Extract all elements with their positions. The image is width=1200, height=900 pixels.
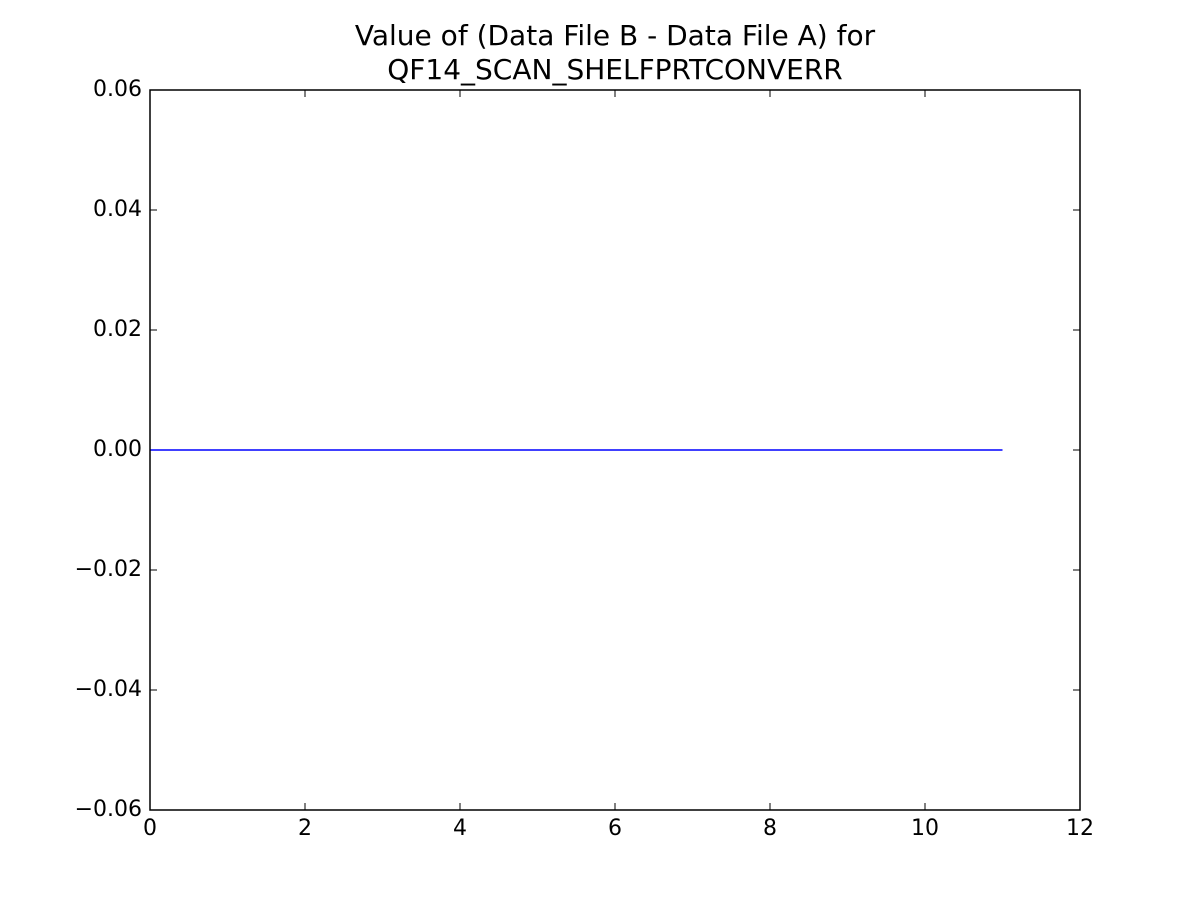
x-tick-label: 2 xyxy=(298,816,312,841)
chart-title: QF14_SCAN_SHELFPRTCONVERR xyxy=(387,53,842,86)
chart-title: Value of (Data File B - Data File A) for xyxy=(355,19,876,52)
plot-frame xyxy=(149,89,1081,811)
x-tick-label: 0 xyxy=(143,816,157,841)
x-tick-label: 4 xyxy=(453,816,467,841)
y-tick-label: −0.06 xyxy=(75,797,142,822)
y-tick-label: −0.02 xyxy=(75,557,142,582)
x-tick-label: 10 xyxy=(911,816,939,841)
y-tick-label: −0.04 xyxy=(75,677,142,702)
y-tick-label: 0.00 xyxy=(93,437,142,462)
x-tick-label: 8 xyxy=(763,816,777,841)
y-tick-label: 0.04 xyxy=(93,197,142,222)
y-tick-label: 0.02 xyxy=(93,317,142,342)
x-tick-label: 6 xyxy=(608,816,622,841)
x-tick-label: 12 xyxy=(1066,816,1094,841)
y-tick-label: 0.06 xyxy=(93,77,142,102)
